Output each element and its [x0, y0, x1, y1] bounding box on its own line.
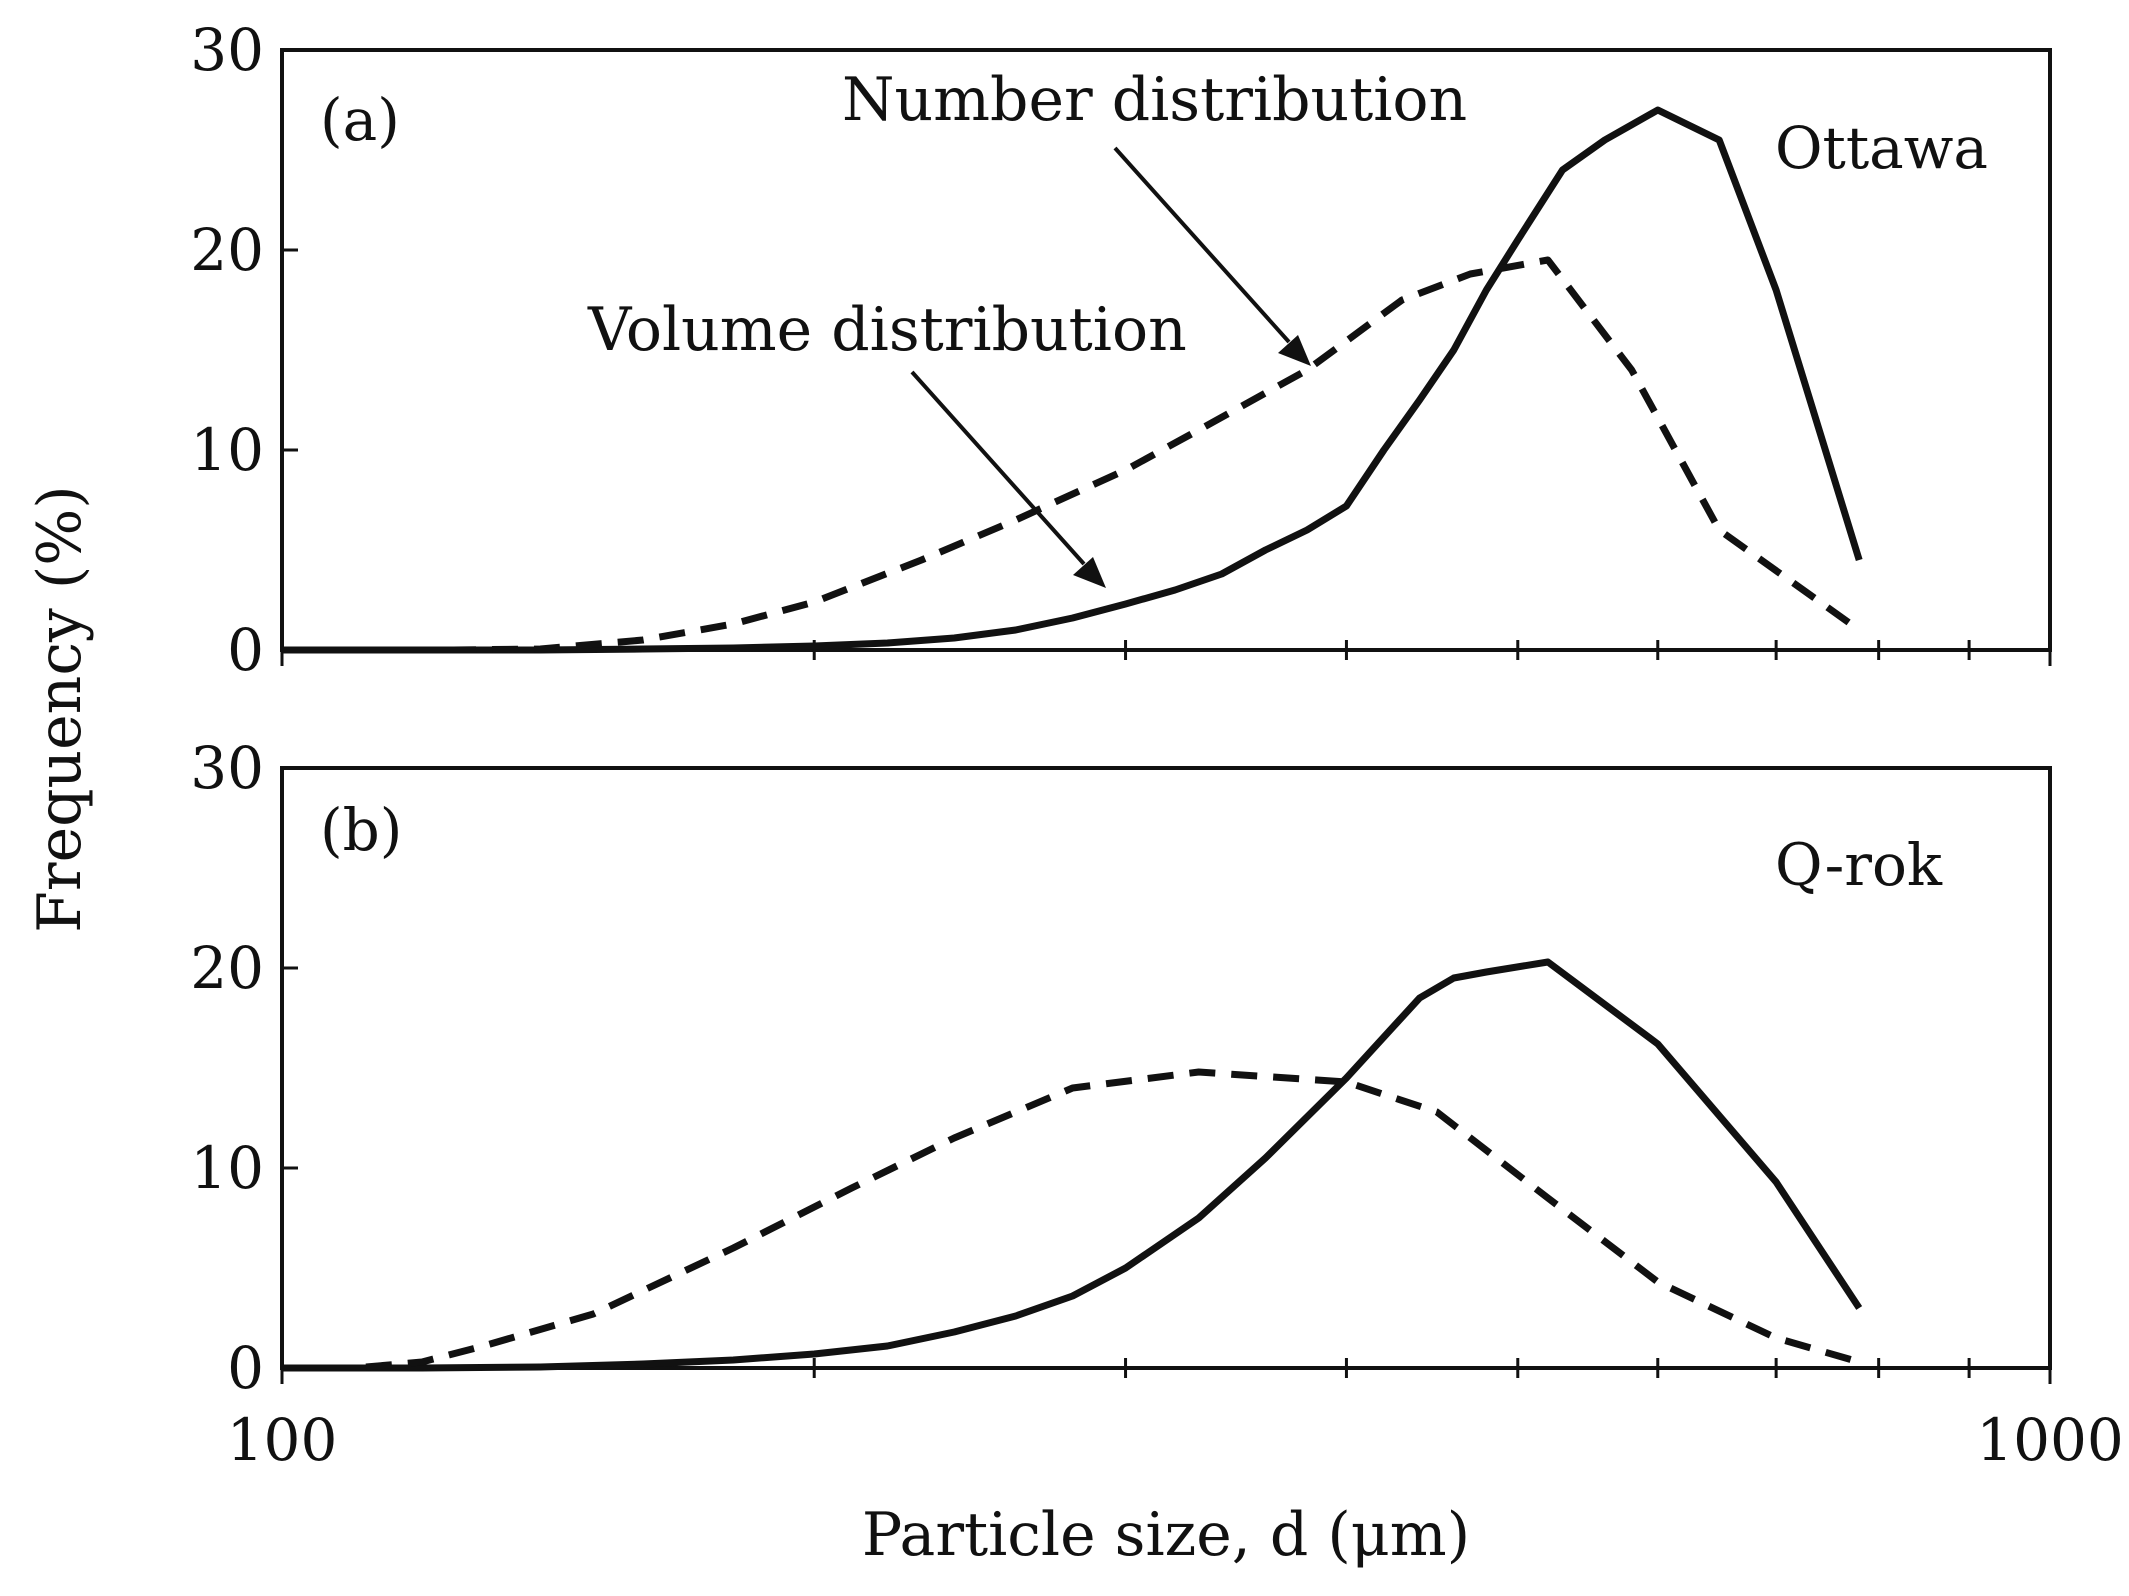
panel-b-y-tick-label: 30: [190, 734, 264, 802]
panel-a-y-tick-label: 20: [190, 216, 264, 284]
panel-a-y-tick-label: 30: [190, 16, 264, 84]
panel-b-name: Q-rok: [1775, 831, 1943, 899]
x-axis-title: Particle size, d (μm): [862, 1500, 1470, 1570]
panel-a: 0 10 20 30 (a) Ottawa Number distribution V…: [190, 16, 2052, 684]
panel-b-volume-distribution-line: [282, 958, 1863, 1372]
panel-a-y-tick-label: 10: [190, 416, 264, 484]
panel-a-series: [282, 106, 1863, 654]
panel-b-number-distribution-line: [282, 1068, 1861, 1372]
panel-b-ticks: 0 10 20 30: [190, 734, 2052, 1402]
panel-b: 0 10 20 30 (b) Q-rok: [190, 734, 2052, 1402]
panel-b-label: (b): [320, 796, 402, 864]
panel-b-y-tick-label: 10: [190, 1134, 264, 1202]
panel-a-name: Ottawa: [1775, 114, 1988, 182]
arrow-number-distribution: [1113, 146, 1291, 344]
panel-a-frame: [280, 48, 2052, 652]
annotation-number-distribution: Number distribution: [842, 65, 1467, 135]
panel-a-y-tick-label: 0: [227, 616, 264, 684]
y-axis-title: Frequency (%): [25, 485, 95, 932]
x-tick-label-1000: 1000: [1976, 1406, 2124, 1474]
arrow-number-distribution-head: [1278, 335, 1311, 366]
panel-a-number-distribution-line: [282, 256, 1862, 654]
panel-a-label: (a): [320, 86, 400, 154]
panel-b-y-tick-label: 0: [227, 1334, 264, 1402]
panel-a-arrows: [910, 146, 1311, 588]
x-tick-label-100: 100: [227, 1406, 338, 1474]
panel-a-ticks: 0 10 20 30: [190, 16, 2052, 684]
arrow-volume-distribution-head: [1073, 557, 1106, 588]
panel-a-volume-distribution-line: [282, 106, 1863, 654]
annotation-volume-distribution: Volume distribution: [587, 295, 1187, 365]
panel-b-series: [282, 958, 1863, 1372]
panel-b-frame: [280, 766, 2052, 1370]
panel-b-y-tick-label: 20: [190, 934, 264, 1002]
arrow-volume-distribution: [910, 370, 1086, 566]
